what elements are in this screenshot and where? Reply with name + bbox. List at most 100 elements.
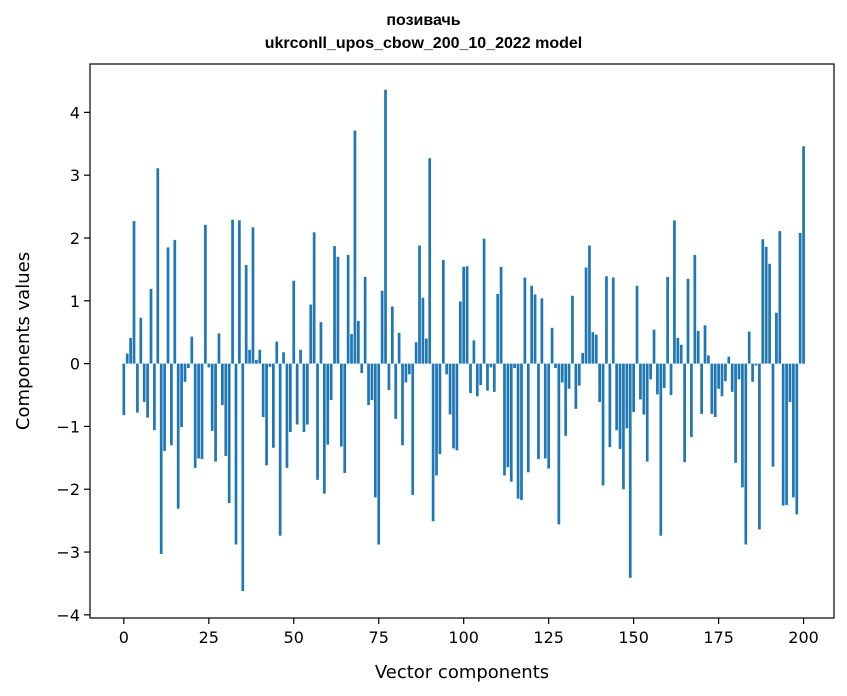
bar xyxy=(560,363,564,383)
bar xyxy=(639,363,642,400)
bar xyxy=(176,363,180,509)
bar xyxy=(221,363,224,406)
bar xyxy=(795,363,799,515)
bar xyxy=(496,293,500,364)
bar xyxy=(486,363,489,391)
bar xyxy=(435,363,438,476)
bar xyxy=(479,363,483,385)
bar xyxy=(506,363,510,468)
bar xyxy=(231,219,234,364)
bar xyxy=(204,224,207,364)
bar xyxy=(737,363,741,380)
bar xyxy=(533,294,537,364)
bar xyxy=(149,288,153,364)
bar xyxy=(727,356,731,364)
bar xyxy=(591,332,595,364)
bar xyxy=(509,363,513,482)
bar xyxy=(309,304,313,364)
x-tick-label: 175 xyxy=(703,628,734,647)
y-tick-label: −4 xyxy=(56,606,80,625)
bar xyxy=(686,278,690,364)
bar xyxy=(530,285,534,364)
bar xyxy=(744,363,748,545)
chart-title-line-2: ukrconll_upos_cbow_200_10_2022 model xyxy=(264,35,583,52)
bar xyxy=(707,355,710,364)
bar xyxy=(713,363,717,418)
bar xyxy=(452,363,455,449)
bar xyxy=(159,363,163,554)
bar xyxy=(696,330,700,364)
y-tick-label: −2 xyxy=(56,480,80,499)
bar xyxy=(387,363,391,390)
bar xyxy=(217,333,221,364)
bar xyxy=(751,363,754,382)
bar xyxy=(418,245,421,364)
bar xyxy=(333,246,336,364)
bar xyxy=(339,363,343,447)
bar xyxy=(129,337,132,364)
bar xyxy=(424,338,428,364)
x-axis-label: Vector components xyxy=(375,662,549,683)
bar xyxy=(605,276,608,364)
bar xyxy=(472,340,476,364)
bar xyxy=(652,329,656,364)
bar xyxy=(275,341,279,364)
bar xyxy=(241,363,245,591)
x-tick-label: 200 xyxy=(788,628,819,647)
bar xyxy=(462,266,466,364)
bar xyxy=(598,363,602,402)
bar xyxy=(645,363,649,462)
bar xyxy=(390,306,394,364)
bar xyxy=(255,359,258,364)
bar xyxy=(170,363,173,446)
bar xyxy=(322,363,326,494)
bar xyxy=(367,363,370,406)
bar xyxy=(404,363,408,383)
bar xyxy=(125,353,129,364)
bar xyxy=(802,146,805,364)
bar xyxy=(326,363,330,445)
bar xyxy=(336,256,340,364)
bar xyxy=(380,290,384,364)
bar xyxy=(717,363,720,389)
bar xyxy=(785,363,788,505)
bar xyxy=(200,363,204,460)
bar xyxy=(238,220,241,364)
bar xyxy=(353,130,357,364)
bar xyxy=(136,363,139,413)
bar xyxy=(421,297,425,364)
bar xyxy=(166,247,170,364)
bar xyxy=(210,363,214,431)
bar xyxy=(261,363,265,418)
bar xyxy=(720,363,724,397)
bar xyxy=(768,263,771,364)
bar xyxy=(153,363,156,431)
bar xyxy=(540,298,544,364)
bar xyxy=(244,264,248,364)
bar xyxy=(693,254,697,364)
bar xyxy=(734,363,737,463)
bar xyxy=(489,363,493,368)
bar xyxy=(455,363,459,451)
bar xyxy=(251,227,255,364)
bar xyxy=(292,280,296,364)
bar xyxy=(700,363,703,414)
bar xyxy=(343,363,347,473)
bar xyxy=(520,363,523,500)
axes-group: 0 25 50 75 100 125 150 175 200 −4 −3 −2 −1 0 1 2 3 4 xyxy=(56,103,818,647)
bar xyxy=(428,158,432,364)
bar xyxy=(567,363,571,389)
bar xyxy=(156,168,160,364)
bar xyxy=(282,352,285,364)
bar xyxy=(132,221,136,364)
bar xyxy=(173,239,177,364)
bar xyxy=(758,363,761,530)
bar xyxy=(265,363,268,466)
y-tick-label: 0 xyxy=(70,355,80,374)
bar xyxy=(122,363,126,416)
bar xyxy=(163,363,166,451)
bar xyxy=(611,277,615,364)
bar xyxy=(656,363,659,395)
bar xyxy=(289,363,292,433)
y-tick-label: −1 xyxy=(56,417,80,436)
